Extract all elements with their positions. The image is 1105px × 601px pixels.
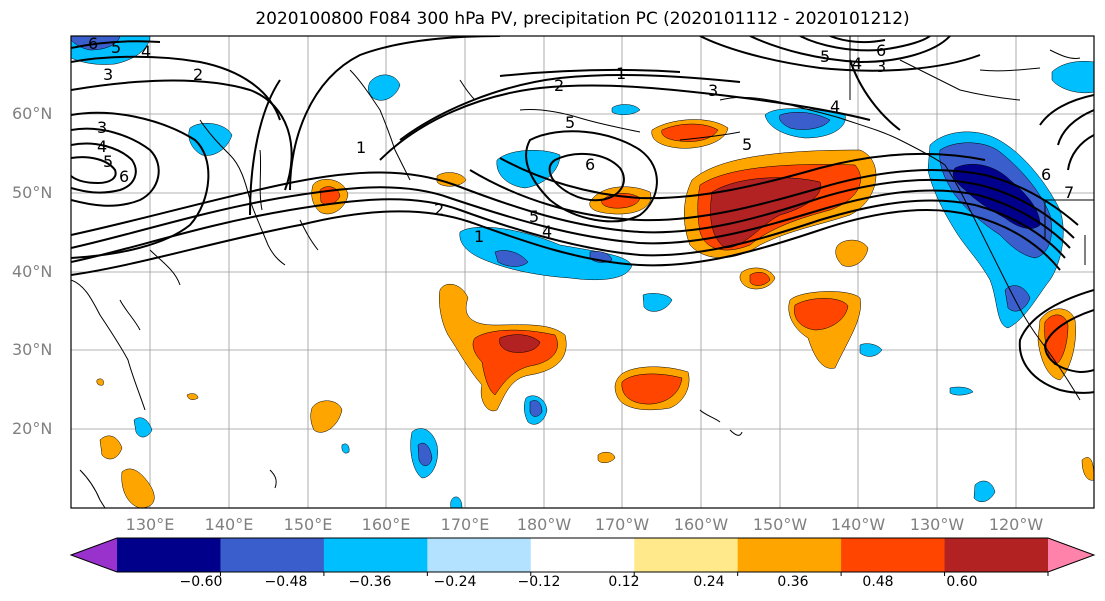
lon-label-160w: 160°W bbox=[673, 515, 729, 534]
contour-labels: 6 5 4 3 2 2 1 3 4 5 6 1 2 5 4 1 3 4 5 6 … bbox=[88, 34, 1074, 246]
contour-label: 5 bbox=[529, 207, 539, 226]
colorbar-segment bbox=[841, 538, 946, 572]
contour-label: 3 bbox=[103, 65, 113, 84]
colorbar-segment bbox=[944, 538, 1049, 572]
map-title: 2020100800 F084 300 hPa PV, precipitatio… bbox=[255, 9, 910, 29]
contour-label: 5 bbox=[103, 152, 113, 171]
colorbar-tick-label: 0.12 bbox=[608, 574, 640, 590]
colorbar-tick-label: −0.24 bbox=[433, 574, 477, 590]
colorbar-tick-label: −0.60 bbox=[179, 574, 223, 590]
coastlines bbox=[71, 49, 1081, 508]
lat-label-30n: 30°N bbox=[12, 340, 53, 359]
lon-label-180w: 180°W bbox=[516, 515, 572, 534]
contour-label: 6 bbox=[88, 34, 98, 53]
contour-label: 2 bbox=[434, 200, 444, 219]
contour-label: 6 bbox=[1041, 165, 1051, 184]
contour-label: 5 bbox=[565, 113, 575, 132]
lon-label-140e: 140°E bbox=[204, 515, 254, 534]
contour-label: 3 bbox=[876, 57, 886, 76]
contour-label: 5 bbox=[820, 47, 830, 66]
lon-label-130e: 130°E bbox=[125, 515, 175, 534]
contour-label: 1 bbox=[474, 227, 484, 246]
contour-label: 2 bbox=[554, 76, 564, 95]
colorbar-segment bbox=[737, 538, 842, 572]
colorbar-tick-label: −0.12 bbox=[517, 574, 561, 590]
colorbar-segment bbox=[427, 538, 532, 572]
colorbar-segment bbox=[530, 538, 635, 572]
colorbar-extend-low bbox=[71, 538, 117, 572]
colorbar-tick-label: 0.48 bbox=[862, 574, 894, 590]
contour-label: 5 bbox=[742, 135, 752, 154]
contour-label: 1 bbox=[356, 138, 366, 157]
colorbar-tick-label: 0.24 bbox=[693, 574, 725, 590]
lon-label-120w: 120°W bbox=[988, 515, 1044, 534]
contour-label: 5 bbox=[111, 38, 121, 57]
colorbar-segment bbox=[634, 538, 739, 572]
lon-label-170e: 170°E bbox=[440, 515, 490, 534]
lon-label-130w: 130°W bbox=[909, 515, 965, 534]
lon-label-140w: 140°W bbox=[830, 515, 886, 534]
colorbar-outline bbox=[69, 537, 1096, 573]
contour-label: 4 bbox=[542, 222, 552, 241]
pv-contours bbox=[71, 36, 1094, 394]
lon-label-160e: 160°E bbox=[361, 515, 411, 534]
contour-label: 4 bbox=[141, 42, 151, 61]
contour-label: 4 bbox=[830, 97, 840, 116]
colorbar-segment bbox=[117, 538, 222, 572]
lat-label-60n: 60°N bbox=[12, 104, 53, 123]
contour-label: 1 bbox=[616, 64, 626, 83]
contour-label: 6 bbox=[119, 167, 129, 186]
colorbar-tick-label: 0.36 bbox=[777, 574, 809, 590]
colorbar-tick-label: 0.60 bbox=[946, 574, 978, 590]
contour-label: 6 bbox=[585, 155, 595, 174]
map-frame bbox=[70, 35, 1095, 509]
colorbar-tick-label: −0.36 bbox=[348, 574, 392, 590]
contour-label: 2 bbox=[193, 65, 203, 84]
lon-label-150w: 150°W bbox=[752, 515, 808, 534]
contour-label: 3 bbox=[97, 118, 107, 137]
lat-label-20n: 20°N bbox=[12, 419, 53, 438]
contour-label: 3 bbox=[708, 81, 718, 100]
colorbar-tick-label: −0.48 bbox=[264, 574, 308, 590]
lon-label-150e: 150°E bbox=[283, 515, 333, 534]
lat-label-50n: 50°N bbox=[12, 183, 53, 202]
contour-label: 4 bbox=[97, 137, 107, 156]
colorbar-extend-high bbox=[1048, 538, 1094, 572]
contour-label: 4 bbox=[852, 54, 862, 73]
lat-label-40n: 40°N bbox=[12, 262, 53, 281]
contour-label: 6 bbox=[876, 41, 886, 60]
contour-label: 7 bbox=[1064, 183, 1074, 202]
lon-label-170w: 170°W bbox=[594, 515, 650, 534]
colorbar-segment bbox=[220, 538, 325, 572]
colorbar-segment bbox=[323, 538, 428, 572]
